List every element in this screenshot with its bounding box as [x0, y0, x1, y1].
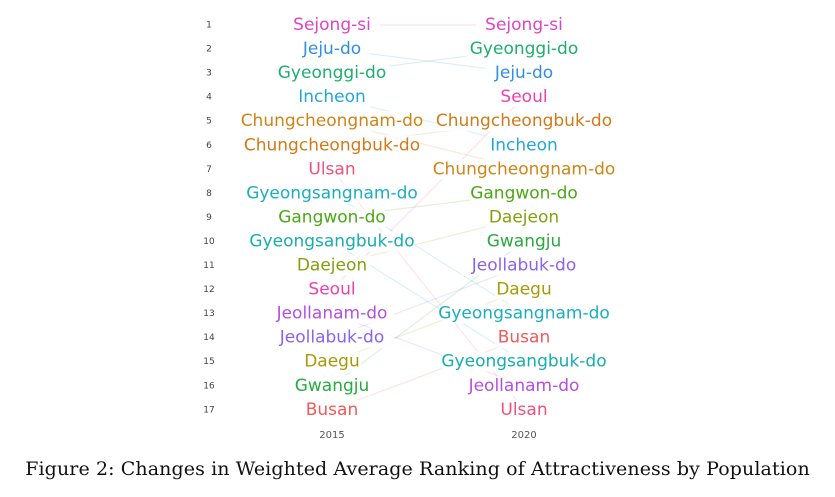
region-2020-label-bg	[495, 279, 553, 300]
region-2015-label: Gyeongsangnam-do	[246, 183, 418, 203]
region-2015-label-bg	[303, 399, 361, 420]
region-2015-label-bg	[274, 63, 390, 84]
region-2020-label: Jeju-do	[494, 63, 553, 83]
region-2020-label-bg	[437, 111, 611, 132]
region-2015-label: Gyeongsangbuk-do	[249, 231, 414, 251]
region-2015-label: Ulsan	[308, 159, 355, 179]
region-2020-label: Daegu	[496, 280, 552, 300]
region-2020-label: Ulsan	[500, 400, 547, 420]
region-2015-label: Jeju-do	[302, 39, 361, 59]
region-2020-label-bg	[442, 351, 606, 372]
rank-number: 15	[203, 357, 214, 367]
rank-number: 4	[206, 93, 212, 103]
region-2015-label: Gyeonggi-do	[278, 63, 387, 83]
region-2020-label: Seoul	[500, 87, 547, 107]
region-2015-label: Daejeon	[297, 256, 367, 276]
region-2020-label: Chungcheongbuk-do	[436, 111, 612, 131]
connector-line	[331, 288, 525, 363]
region-2015-label-bg	[303, 279, 361, 300]
region-2020-label-bg	[485, 207, 563, 228]
region-2020-label: Gyeongsangnam-do	[438, 304, 610, 324]
region-2015-label-bg	[269, 303, 395, 324]
year-axis: 2015 2020	[319, 430, 536, 441]
region-2020-label-bg	[466, 39, 582, 60]
year-label-2015: 2015	[319, 430, 344, 441]
connector-line	[331, 337, 525, 411]
region-2020-label-bg	[495, 399, 553, 420]
region-2015-label-bg	[293, 375, 371, 396]
rank-number: 6	[206, 141, 212, 151]
region-2015-label: Sejong-si	[293, 15, 371, 35]
rank-number: 13	[203, 309, 214, 319]
region-2015-label-bg	[245, 135, 419, 156]
connector-line	[331, 313, 525, 387]
region-2015-label: Jeollabuk-do	[279, 328, 384, 348]
figure-caption: Figure 2: Changes in Weighted Average Ra…	[25, 458, 810, 480]
region-2020-label: Gyeonggi-do	[470, 39, 579, 59]
bump-chart: 1 2 3 4 5 6 7 8 9 10 11 12 13 14 15 16 17 Sejong-si Jeju-…	[203, 15, 616, 441]
region-2020-label-bg	[485, 231, 563, 252]
region-2020-label-bg	[471, 183, 577, 204]
region-2015-label-bg	[245, 111, 419, 132]
rank-number: 3	[206, 69, 212, 79]
rank-number: 16	[203, 381, 215, 391]
year-label-2020: 2020	[511, 430, 536, 441]
rank-number: 11	[203, 261, 214, 271]
region-2015-label: Incheon	[298, 87, 366, 107]
region-2020-label: Incheon	[490, 135, 558, 155]
region-2015-label: Seoul	[308, 280, 355, 300]
region-2020-label-bg	[442, 303, 606, 324]
region-2020-label-bg	[495, 327, 553, 348]
region-2015-label: Gangwon-do	[278, 207, 386, 227]
region-2015-label-bg	[303, 159, 361, 180]
rank-number: 14	[203, 333, 215, 343]
labels-2020: Sejong-si Gyeonggi-do Jeju-do Seoul Chungche…	[433, 15, 616, 420]
region-2020-label-bg	[485, 63, 563, 84]
region-2020-label: Busan	[498, 328, 551, 348]
region-2020-label: Sejong-si	[485, 15, 563, 35]
region-2020-label: Jeollabuk-do	[471, 256, 576, 276]
region-2015-label-bg	[303, 351, 361, 372]
region-2015-label-bg	[250, 231, 414, 252]
region-2015-label-bg	[293, 87, 371, 108]
rank-number: 2	[206, 45, 212, 55]
rank-number: 10	[203, 237, 215, 247]
rank-number: 9	[206, 213, 212, 223]
region-2015-label: Busan	[306, 400, 359, 420]
region-2015-label-bg	[283, 15, 381, 35]
region-2015-label: Jeollanam-do	[276, 304, 388, 324]
region-2015-label-bg	[269, 327, 395, 348]
region-2020-label: Gwangju	[487, 231, 562, 251]
region-2020-label: Jeollanam-do	[468, 376, 580, 396]
rank-number: 5	[206, 117, 212, 127]
region-2020-label-bg	[495, 87, 553, 108]
region-2015-label-bg	[250, 183, 414, 204]
rank-number: 12	[203, 285, 214, 295]
region-2020-label: Gangwon-do	[470, 183, 578, 203]
region-2020-label-bg	[461, 255, 587, 276]
region-2015-label: Daegu	[304, 352, 360, 372]
region-2015-label-bg	[293, 255, 371, 276]
region-2020-label-bg	[461, 375, 587, 396]
rank-number: 8	[206, 189, 212, 199]
rank-number: 7	[206, 165, 212, 175]
rank-number: 17	[203, 405, 214, 415]
connector-line	[331, 264, 525, 339]
region-2015-label-bg	[279, 207, 385, 228]
labels-2015: Sejong-si Jeju-do Gyeonggi-do Incheon Chungc…	[241, 15, 424, 420]
region-2015-label-bg	[293, 39, 371, 60]
region-2020-label: Gyeongsangbuk-do	[441, 352, 606, 372]
region-2020-label: Chungcheongnam-do	[433, 159, 616, 179]
region-2020-label-bg	[475, 15, 573, 35]
rank-number: 1	[206, 21, 212, 31]
region-2020-label-bg	[485, 135, 563, 156]
region-2015-label: Chungcheongbuk-do	[244, 135, 420, 155]
region-2020-label-bg	[437, 159, 611, 180]
region-2015-label: Chungcheongnam-do	[241, 111, 424, 131]
region-2015-label: Gwangju	[295, 376, 370, 396]
region-2020-label: Daejeon	[489, 207, 559, 227]
